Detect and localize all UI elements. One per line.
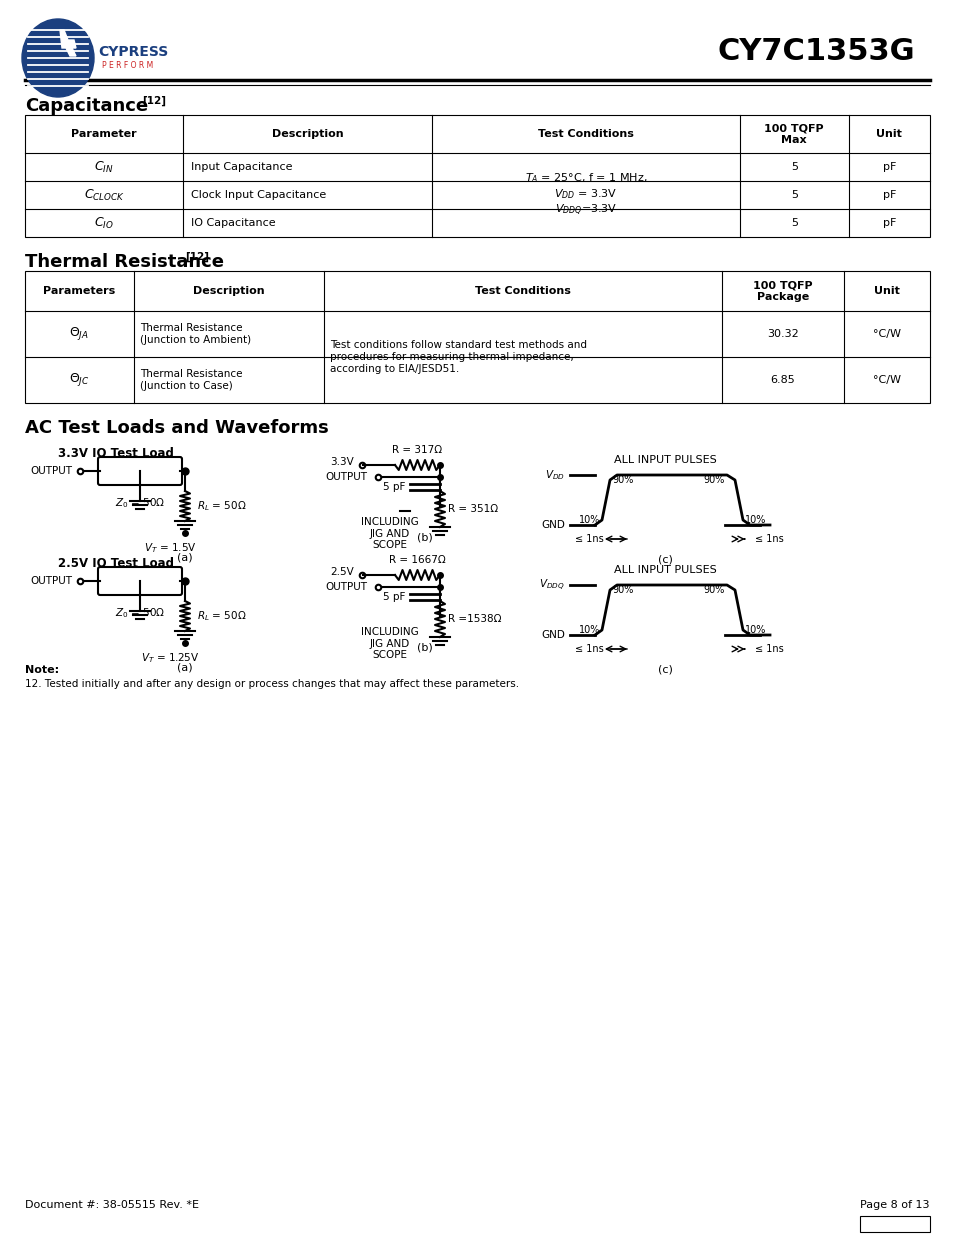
Text: 10%: 10% [578,515,599,525]
Text: 5 pF: 5 pF [382,592,405,601]
Text: 3.3V IO Test Load: 3.3V IO Test Load [58,447,173,459]
Text: (b): (b) [416,642,433,652]
Text: °C/W: °C/W [872,329,900,338]
Text: ≤ 1ns: ≤ 1ns [754,534,783,543]
Text: 90%: 90% [612,475,633,485]
Text: Parameters: Parameters [43,287,115,296]
Text: 2.5V IO Test Load: 2.5V IO Test Load [58,557,173,571]
Text: Thermal Resistance
(Junction to Ambient): Thermal Resistance (Junction to Ambient) [139,324,251,345]
Text: OUTPUT: OUTPUT [325,582,367,592]
Text: R = 317Ω: R = 317Ω [392,445,442,454]
Text: 100 TQFP
Package: 100 TQFP Package [752,280,812,301]
Text: Thermal Resistance: Thermal Resistance [25,253,224,270]
Text: R = 1667Ω: R = 1667Ω [389,555,445,564]
Text: 3.3V: 3.3V [330,457,354,467]
Text: GND: GND [540,630,564,640]
Text: P E R F O R M: P E R F O R M [102,62,153,70]
Text: Test conditions follow standard test methods and
procedures for measuring therma: Test conditions follow standard test met… [330,341,586,374]
Text: Document #: 38-05515 Rev. *E: Document #: 38-05515 Rev. *E [25,1200,199,1210]
Text: °C/W: °C/W [872,375,900,385]
Text: Test Conditions: Test Conditions [475,287,570,296]
Bar [25,270,929,403]
Text: pF: pF [882,190,895,200]
Text: $R_L$ = 50Ω: $R_L$ = 50Ω [196,499,246,513]
Text: AC Test Loads and Waveforms: AC Test Loads and Waveforms [25,419,329,437]
Polygon shape [60,30,76,56]
Text: Parameter: Parameter [71,128,137,140]
Text: R =1538Ω: R =1538Ω [448,614,501,624]
Text: 5 pF: 5 pF [382,482,405,492]
Text: 12. Tested initially and after any design or process changes that may affect the: 12. Tested initially and after any desig… [25,679,518,689]
Text: 90%: 90% [703,585,724,595]
Text: Clock Input Capacitance: Clock Input Capacitance [192,190,326,200]
Text: pF: pF [882,162,895,172]
Text: Test Conditions: Test Conditions [537,128,634,140]
Text: CY7C1353G: CY7C1353G [717,37,914,67]
Text: (c): (c) [657,555,672,564]
Text: (a): (a) [177,553,193,563]
Text: Page 8 of 13: Page 8 of 13 [860,1200,929,1210]
Text: ≤ 1ns: ≤ 1ns [575,643,603,655]
Text: Thermal Resistance
(Junction to Case): Thermal Resistance (Junction to Case) [139,369,242,390]
Text: ALL INPUT PULSES: ALL INPUT PULSES [613,454,716,466]
Text: Description: Description [272,128,343,140]
Text: $V_{DD}$: $V_{DD}$ [544,468,564,482]
Text: $\Theta_{JA}$: $\Theta_{JA}$ [70,326,90,342]
Text: OUTPUT: OUTPUT [30,576,71,585]
Text: pF: pF [882,219,895,228]
Text: [12]: [12] [185,252,209,262]
Text: Unit: Unit [873,287,899,296]
Text: CYPRESS: CYPRESS [98,44,168,59]
Text: $Z_0$ = 50Ω: $Z_0$ = 50Ω [114,496,165,510]
Text: (b): (b) [416,532,433,542]
Text: Input Capacitance: Input Capacitance [192,162,293,172]
Text: 10%: 10% [744,625,765,635]
Text: 90%: 90% [703,475,724,485]
Text: 2.5V: 2.5V [330,567,354,577]
Text: ALL INPUT PULSES: ALL INPUT PULSES [613,564,716,576]
Text: Note:: Note: [25,664,59,676]
Text: 90%: 90% [612,585,633,595]
Ellipse shape [22,19,94,98]
Text: Unit: Unit [876,128,902,140]
Text: ≤ 1ns: ≤ 1ns [575,534,603,543]
Text: ≤ 1ns: ≤ 1ns [754,643,783,655]
Text: 100 TQFP
Max: 100 TQFP Max [763,124,823,144]
Text: [12]: [12] [142,96,166,106]
Text: 5: 5 [790,219,797,228]
Text: OUTPUT: OUTPUT [325,472,367,482]
Text: GND: GND [540,520,564,530]
Text: Capacitance: Capacitance [25,98,148,115]
FancyBboxPatch shape [98,457,182,485]
Text: 5: 5 [790,162,797,172]
Text: 10%: 10% [744,515,765,525]
Text: OUTPUT: OUTPUT [30,466,71,475]
Text: 6.85: 6.85 [770,375,795,385]
Text: INCLUDING
JIG AND
SCOPE: INCLUDING JIG AND SCOPE [361,517,418,551]
Text: R = 351Ω: R = 351Ω [448,504,497,514]
Text: (c): (c) [657,664,672,674]
Text: Description: Description [193,287,264,296]
Text: $T_A$ = 25°C, f = 1 MHz,
$V_{DD}$ = 3.3V
$V_{DDQ}$=3.3V: $T_A$ = 25°C, f = 1 MHz, $V_{DD}$ = 3.3V… [524,172,647,219]
Text: (a): (a) [177,663,193,673]
Text: $V_T$ = 1.25V: $V_T$ = 1.25V [140,651,199,664]
Text: $V_T$ = 1.5V: $V_T$ = 1.5V [144,541,196,555]
Text: IO Capacitance: IO Capacitance [192,219,275,228]
Text: INCLUDING
JIG AND
SCOPE: INCLUDING JIG AND SCOPE [361,627,418,661]
Text: $\Theta_{JC}$: $\Theta_{JC}$ [69,372,90,389]
Text: 5: 5 [790,190,797,200]
Text: $C_{CLOCK}$: $C_{CLOCK}$ [84,188,125,203]
Text: 10%: 10% [578,625,599,635]
Text: $C_{IN}$: $C_{IN}$ [94,159,113,174]
Bar [859,1216,929,1233]
Text: $R_L$ = 50Ω: $R_L$ = 50Ω [196,609,246,622]
Text: $C_{IO}$: $C_{IO}$ [94,215,114,231]
Text: 30.32: 30.32 [766,329,798,338]
FancyBboxPatch shape [98,567,182,595]
Bar [25,115,929,237]
Text: $Z_0$ = 50Ω: $Z_0$ = 50Ω [114,606,165,620]
Text: $V_{DDQ}$: $V_{DDQ}$ [538,578,564,593]
